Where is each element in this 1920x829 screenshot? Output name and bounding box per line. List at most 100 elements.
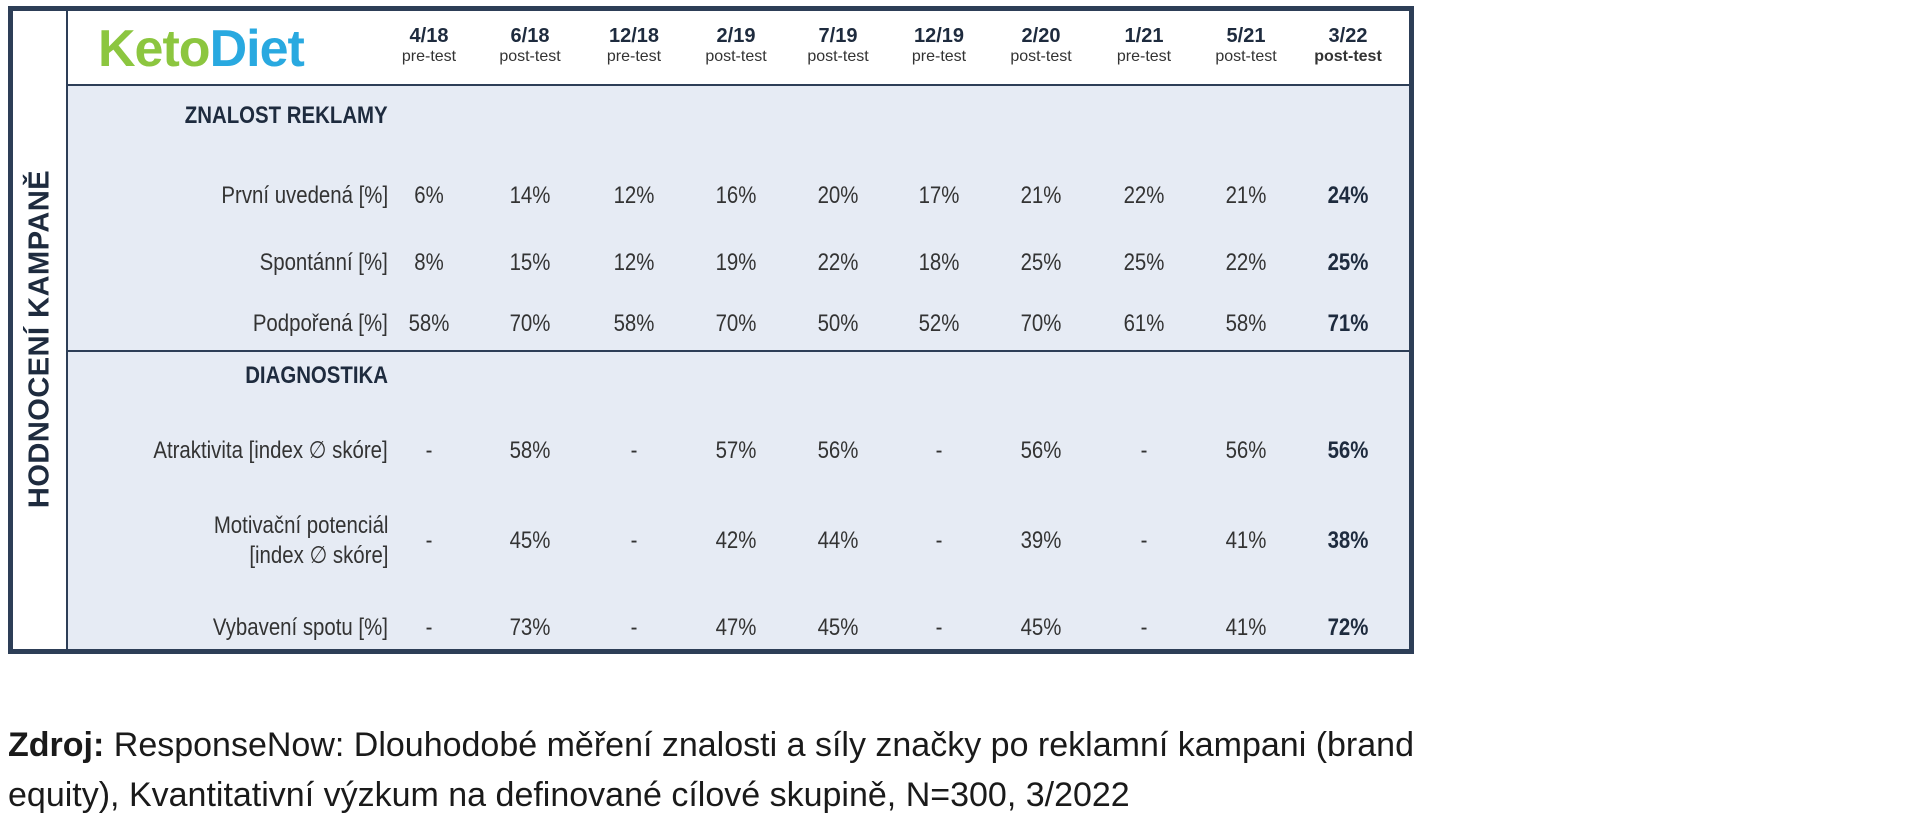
table-cell: 25% [1123, 249, 1165, 276]
table-cell: 21% [1020, 182, 1062, 209]
column-header: 5/21 post-test [1196, 25, 1296, 66]
column-phase: post-test [1314, 48, 1382, 65]
table-cell: 8% [414, 249, 444, 276]
column-header: 2/19 post-test [686, 25, 786, 66]
column-phase: pre-test [606, 48, 662, 65]
table-cell: 18% [918, 249, 960, 276]
section-title: ZNALOST REKLAMY [185, 102, 388, 129]
table-cell: - [1140, 437, 1148, 464]
row-label: První uvedená [%] [221, 181, 388, 211]
column-phase: post-test [807, 48, 869, 65]
column-header: 4/18 pre-test [379, 25, 479, 66]
table-cell: 58% [408, 310, 450, 337]
table-cell: 42% [715, 527, 757, 554]
ketodiet-logo: KetoDiet [98, 20, 305, 78]
column-date: 6/18 [510, 25, 550, 47]
row-label-line: Vybavení spotu [%] [212, 614, 388, 641]
row-label-line: Motivační potenciál [213, 512, 388, 539]
table-cell: 57% [715, 437, 757, 464]
table-cell: 14% [509, 182, 551, 209]
table-cell: 58% [1225, 310, 1267, 337]
table-cell: - [630, 437, 638, 464]
column-date: 12/18 [608, 25, 660, 47]
table-cell: 58% [509, 437, 551, 464]
table-cell: 19% [715, 249, 757, 276]
source-text-1: ResponseNow: Dlouhodobé měření znalosti … [113, 726, 1414, 764]
side-panel: HODNOCENÍ KAMPANĚ [13, 11, 68, 649]
row-label-line: Podpořená [%] [253, 310, 388, 337]
table-cell: 56% [1020, 437, 1062, 464]
table-cell: 12% [613, 182, 655, 209]
column-phase: post-test [705, 48, 767, 65]
table-cell: 50% [817, 310, 859, 337]
row-label-line: První uvedená [%] [221, 182, 388, 209]
table-cell: 22% [1123, 182, 1165, 209]
table-cell: 56% [817, 437, 859, 464]
results-table: HODNOCENÍ KAMPANĚ KetoDiet 4/18 pre-test 6… [8, 6, 1414, 654]
table-cell: 44% [817, 527, 859, 554]
row-label-line: [index ∅ skóre] [248, 542, 388, 569]
table-cell: 16% [715, 182, 757, 209]
logo-keto: Keto [98, 20, 211, 78]
table-cell: 56% [1327, 437, 1369, 464]
table-cell: 41% [1225, 527, 1267, 554]
row-label: Vybavení spotu [%] [213, 613, 388, 643]
table-cell: 47% [715, 614, 757, 641]
source-line-2: equity), Kvantitativní výzkum na definov… [8, 776, 1130, 814]
source-note: Zdroj: ResponseNow: Dlouhodobé měření zn… [8, 720, 1908, 820]
column-phase: pre-test [401, 48, 457, 65]
table-cell: 20% [817, 182, 859, 209]
column-date: 7/19 [818, 25, 858, 47]
column-phase: pre-test [911, 48, 967, 65]
column-header: 2/20 post-test [991, 25, 1091, 66]
table-cell: 39% [1020, 527, 1062, 554]
table-header: KetoDiet 4/18 pre-test 6/18 post-test 12/18 p… [68, 11, 1409, 86]
table-cell: - [425, 614, 433, 641]
table-cell: - [425, 527, 433, 554]
column-phase: post-test [499, 48, 561, 65]
table-cell: - [630, 614, 638, 641]
table-cell: 45% [509, 527, 551, 554]
table-cell: 56% [1225, 437, 1267, 464]
table-cell: 38% [1327, 527, 1369, 554]
table-cell: 41% [1225, 614, 1267, 641]
table-cell: 71% [1327, 310, 1369, 337]
table-cell: 58% [613, 310, 655, 337]
table-cell: 22% [817, 249, 859, 276]
column-date: 2/20 [1021, 25, 1061, 47]
table-cell: 24% [1327, 182, 1369, 209]
table-cell: 25% [1020, 249, 1062, 276]
table-cell: 61% [1123, 310, 1165, 337]
table-cell: 17% [918, 182, 960, 209]
row-label-line: Atraktivita [index ∅ skóre] [153, 437, 388, 464]
table-cell: 12% [613, 249, 655, 276]
column-date: 12/19 [913, 25, 965, 47]
column-phase: post-test [1215, 48, 1277, 65]
column-date: 4/18 [409, 25, 449, 47]
table-cell: 6% [414, 182, 444, 209]
source-line-1: Zdroj: ResponseNow: Dlouhodobé měření zn… [8, 720, 1908, 770]
table-cell: - [935, 527, 943, 554]
section-divider [68, 350, 1409, 352]
column-header: 12/18 pre-test [584, 25, 684, 66]
table-cell: - [935, 614, 943, 641]
column-header: 3/22 post-test [1298, 25, 1398, 66]
row-label: Atraktivita [index ∅ skóre] [154, 436, 388, 466]
table-cell: 72% [1327, 614, 1369, 641]
column-header: 7/19 post-test [788, 25, 888, 66]
row-label: Podpořená [%] [253, 309, 388, 339]
table-cell: - [630, 527, 638, 554]
row-label: Spontánní [%] [260, 248, 388, 278]
table-cell: - [1140, 614, 1148, 641]
column-header: 1/21 pre-test [1094, 25, 1194, 66]
table-body [68, 84, 1409, 649]
logo-diet: Diet [209, 20, 305, 78]
table-cell: 45% [817, 614, 859, 641]
section-title: DIAGNOSTIKA [245, 362, 388, 389]
row-label: Motivační potenciál [index ∅ skóre] [213, 511, 388, 571]
column-date: 2/19 [716, 25, 756, 47]
table-cell: 52% [918, 310, 960, 337]
table-cell: 15% [509, 249, 551, 276]
column-phase: pre-test [1116, 48, 1172, 65]
table-cell: 70% [715, 310, 757, 337]
